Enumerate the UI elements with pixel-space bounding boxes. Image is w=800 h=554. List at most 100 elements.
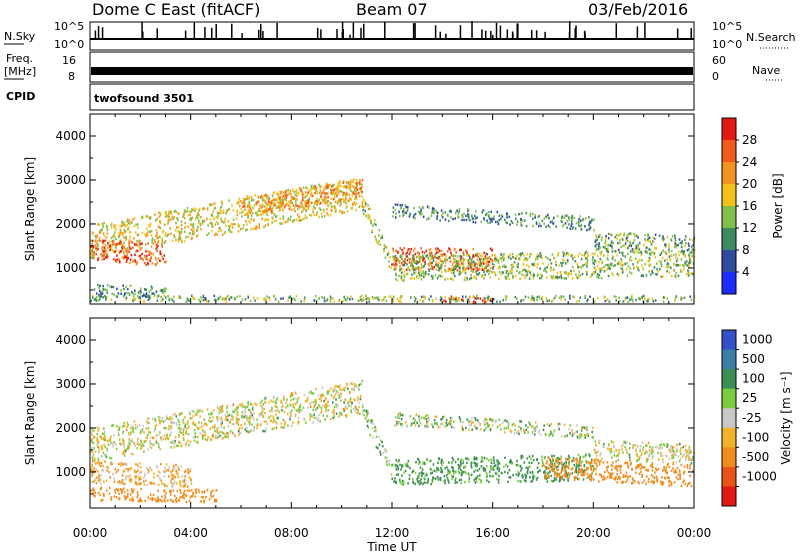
heatmap-cell (325, 197, 327, 201)
heatmap-cell (151, 238, 154, 242)
heatmap-cell (227, 425, 230, 428)
heatmap-cell (132, 292, 134, 295)
heatmap-cell (652, 299, 655, 303)
heatmap-cell (507, 480, 509, 484)
heatmap-cell (311, 201, 313, 204)
heatmap-cell (259, 204, 261, 207)
heatmap-cell (253, 429, 255, 432)
heatmap-cell (310, 192, 313, 195)
heatmap-cell (132, 218, 134, 221)
heatmap-cell (375, 223, 377, 226)
heatmap-cell (345, 202, 347, 205)
heatmap-cell (263, 297, 265, 301)
heatmap-cell (555, 465, 557, 469)
heatmap-cell (170, 431, 172, 434)
heatmap-cell (230, 296, 232, 299)
heatmap-cell (502, 299, 504, 302)
heatmap-cell (513, 256, 516, 259)
heatmap-cell (185, 444, 187, 447)
heatmap-cell (545, 255, 547, 259)
heatmap-cell (124, 292, 126, 295)
heatmap-cell (191, 422, 194, 425)
heatmap-cell (358, 405, 360, 409)
heatmap-cell (464, 249, 467, 252)
heatmap-cell (309, 402, 311, 405)
heatmap-cell (342, 194, 344, 197)
heatmap-cell (664, 245, 667, 248)
heatmap-cell (289, 404, 292, 407)
y-tick-label: 3000 (55, 173, 86, 187)
heatmap-cell (514, 213, 517, 216)
heatmap-cell (478, 267, 481, 270)
heatmap-cell (226, 406, 228, 410)
heatmap-cell (327, 409, 330, 412)
heatmap-cell (570, 272, 572, 276)
heatmap-cell (461, 295, 464, 298)
heatmap-cell (470, 264, 473, 267)
heatmap-cell (147, 417, 149, 420)
heatmap-cell (239, 431, 241, 434)
heatmap-cell (90, 489, 92, 492)
heatmap-cell (322, 414, 325, 417)
heatmap-cell (354, 409, 357, 412)
heatmap-cell (316, 203, 318, 206)
heatmap-cell (400, 267, 403, 270)
heatmap-cell (440, 271, 443, 274)
heatmap-cell (107, 466, 109, 470)
heatmap-cell (452, 296, 455, 300)
heatmap-cell (253, 426, 256, 429)
heatmap-cell (570, 269, 572, 273)
heatmap-cell (209, 222, 211, 225)
heatmap-cell (148, 295, 151, 298)
heatmap-cell (568, 218, 570, 222)
heatmap-cell (127, 226, 130, 229)
heatmap-cell (175, 238, 177, 242)
heatmap-cell (469, 219, 471, 222)
heatmap-cell (310, 391, 312, 394)
heatmap-cell (512, 255, 514, 259)
heatmap-cell (227, 415, 229, 418)
heatmap-cell (114, 491, 117, 494)
heatmap-cell (505, 295, 508, 298)
heatmap-cell (325, 410, 327, 413)
heatmap-cell (103, 257, 105, 261)
heatmap-cell (436, 250, 438, 253)
heatmap-cell (166, 417, 168, 420)
heatmap-cell (472, 295, 474, 298)
heatmap-cell (213, 217, 215, 220)
heatmap-cell (172, 467, 174, 471)
heatmap-cell (670, 266, 672, 269)
heatmap-cell (325, 192, 327, 195)
heatmap-cell (175, 482, 178, 485)
heatmap-cell (187, 468, 189, 471)
heatmap-cell (316, 299, 318, 303)
heatmap-cell (377, 296, 379, 299)
heatmap-cell (689, 253, 691, 256)
heatmap-cell (198, 209, 200, 212)
heatmap-cell (505, 276, 508, 280)
heatmap-cell (296, 398, 299, 401)
heatmap-cell (148, 250, 151, 254)
heatmap-cell (202, 294, 205, 298)
heatmap-cell (138, 471, 141, 475)
heatmap-cell (303, 393, 306, 397)
heatmap-cell (186, 297, 189, 300)
heatmap-cell (179, 428, 182, 432)
heatmap-cell (147, 230, 149, 233)
heatmap-cell (201, 298, 203, 302)
heatmap-cell (452, 278, 454, 282)
heatmap-cell (531, 298, 533, 302)
heatmap-cell (521, 252, 524, 255)
heatmap-cell (168, 212, 170, 216)
heatmap-cell (612, 255, 614, 258)
heatmap-cell (457, 215, 459, 218)
heatmap-cell (400, 276, 403, 279)
heatmap-cell (155, 500, 158, 503)
heatmap-cell (178, 426, 181, 430)
heatmap-cell (164, 494, 166, 497)
heatmap-cell (102, 252, 105, 255)
heatmap-cell (280, 205, 282, 209)
heatmap-cell (314, 408, 317, 412)
heatmap-cell (168, 297, 171, 300)
